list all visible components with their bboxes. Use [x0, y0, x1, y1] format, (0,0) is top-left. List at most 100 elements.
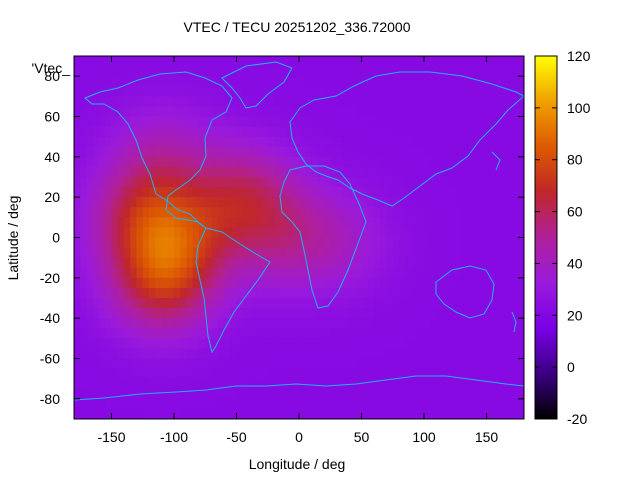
heat-cell — [430, 126, 438, 138]
heat-cell — [399, 106, 406, 118]
heat-cell — [267, 56, 275, 67]
heat-cell — [505, 398, 513, 410]
heat-cell — [136, 126, 144, 138]
heat-cell — [105, 328, 113, 339]
heat-cell — [411, 227, 419, 239]
heat-cell — [242, 388, 250, 400]
heat-cell — [286, 338, 294, 350]
heat-cell — [274, 106, 281, 118]
heat-cell — [111, 408, 119, 419]
heat-cell — [261, 187, 269, 198]
heat-cell — [405, 308, 413, 319]
heat-cell — [249, 348, 256, 360]
heat-cell — [399, 318, 406, 329]
heat-cell — [374, 187, 381, 198]
heat-cell — [436, 106, 444, 118]
heat-cell — [155, 287, 163, 299]
heat-cell — [149, 358, 156, 370]
heat-cell — [330, 398, 338, 410]
heat-cell — [455, 187, 463, 198]
heat-cell — [142, 257, 150, 269]
heat-cell — [424, 227, 431, 239]
heat-cell — [180, 257, 188, 269]
heat-cell — [442, 166, 450, 178]
heat-cell — [236, 86, 244, 97]
heat-cell — [92, 287, 100, 299]
heat-cell — [242, 156, 250, 168]
heat-cell — [480, 96, 488, 108]
heat-cell — [480, 398, 488, 410]
heat-cell — [180, 408, 188, 419]
heat-cell — [305, 328, 313, 339]
heat-cell — [161, 237, 169, 249]
heat-cell — [317, 187, 325, 198]
heat-cell — [449, 378, 456, 390]
heat-cell — [155, 136, 163, 148]
heat-cell — [511, 197, 519, 208]
heat-cell — [261, 66, 269, 77]
heat-cell — [230, 348, 238, 360]
heat-cell — [467, 237, 475, 249]
heat-cell — [467, 247, 475, 259]
heat-cell — [80, 126, 88, 138]
heat-cell — [124, 86, 131, 97]
heat-cell — [267, 348, 275, 360]
heat-cell — [305, 348, 313, 360]
heat-cell — [342, 378, 350, 390]
heat-cell — [149, 247, 156, 259]
x-tick-label: 150 — [475, 429, 499, 445]
heat-cell — [349, 187, 356, 198]
heat-cell — [474, 318, 481, 329]
heat-cell — [261, 338, 269, 350]
heat-cell — [449, 348, 456, 360]
heat-cell — [442, 257, 450, 269]
heat-cell — [286, 187, 294, 198]
heat-cell — [286, 348, 294, 360]
heat-cell — [117, 197, 125, 208]
heat-cell — [267, 106, 275, 118]
heat-cell — [211, 197, 219, 208]
heat-cell — [149, 66, 156, 77]
heat-cell — [92, 146, 100, 158]
heat-cell — [424, 136, 431, 148]
heat-cell — [505, 388, 513, 400]
heat-cell — [417, 86, 425, 97]
heat-cell — [517, 217, 524, 229]
heat-cell — [374, 76, 381, 87]
heat-cell — [505, 187, 513, 198]
heat-cell — [486, 187, 494, 198]
heat-cell — [424, 408, 431, 419]
heat-cell — [417, 187, 425, 198]
heat-cell — [374, 126, 381, 138]
heat-cell — [224, 338, 231, 350]
heat-cell — [230, 187, 238, 198]
heat-cell — [311, 237, 319, 249]
heat-cell — [274, 126, 281, 138]
heat-cell — [405, 388, 413, 400]
heat-cell — [92, 166, 100, 178]
heat-cell — [155, 86, 163, 97]
heat-cell — [492, 257, 500, 269]
heat-cell — [436, 177, 444, 188]
heat-cell — [324, 358, 331, 370]
heat-cell — [324, 247, 331, 259]
heat-cell — [224, 56, 231, 67]
heat-cell — [149, 217, 156, 229]
heat-cell — [174, 197, 181, 208]
heat-cell — [274, 358, 281, 370]
heat-cell — [486, 378, 494, 390]
heat-cell — [211, 96, 219, 108]
heat-cell — [261, 86, 269, 97]
heat-cell — [274, 287, 281, 299]
heat-cell — [305, 207, 313, 218]
heat-cell — [399, 247, 406, 259]
heat-cell — [517, 277, 524, 289]
heat-cell — [86, 166, 94, 178]
heat-cell — [186, 247, 194, 259]
heat-cell — [99, 237, 106, 249]
heat-cell — [124, 277, 131, 289]
heat-cell — [374, 368, 381, 380]
heat-cell — [105, 308, 113, 319]
heat-cell — [161, 298, 169, 309]
heat-cell — [80, 86, 88, 97]
